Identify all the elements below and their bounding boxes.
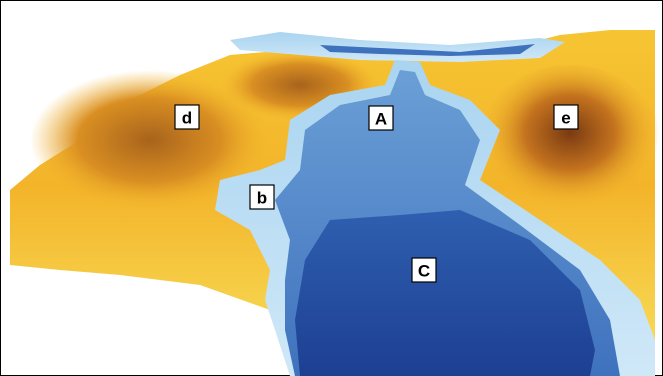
region-label: C [412,258,436,282]
region-label: e [554,105,578,129]
label-text: C [418,262,430,281]
terrain-view: d Ae b C [0,0,663,376]
label-text: A [375,110,387,129]
label-text: e [561,109,570,128]
label-text: b [257,189,267,208]
region-label: d [175,105,199,129]
peak [480,65,660,215]
region-label: b [250,185,274,209]
region-label: A [369,106,393,130]
label-text: d [182,109,192,128]
